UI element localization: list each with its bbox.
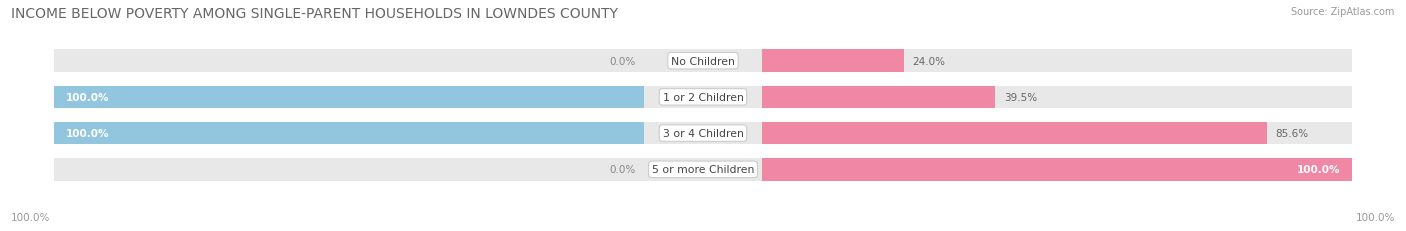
Bar: [55, 158, 703, 181]
Bar: [55, 50, 703, 73]
Text: 100.0%: 100.0%: [66, 92, 110, 103]
Text: No Children: No Children: [671, 56, 735, 66]
Text: 100.0%: 100.0%: [1296, 165, 1340, 175]
Text: 100.0%: 100.0%: [66, 128, 110, 139]
Bar: [762, 158, 1351, 181]
Text: 3 or 4 Children: 3 or 4 Children: [662, 128, 744, 139]
Text: 0.0%: 0.0%: [609, 56, 636, 66]
Bar: [55, 122, 644, 145]
Bar: [703, 50, 1351, 73]
Text: 1 or 2 Children: 1 or 2 Children: [662, 92, 744, 103]
Bar: [55, 86, 703, 109]
Bar: [703, 86, 1351, 109]
Bar: [762, 50, 904, 73]
Bar: [55, 86, 644, 109]
Bar: [703, 158, 1351, 181]
Text: 100.0%: 100.0%: [1355, 212, 1395, 222]
Text: 24.0%: 24.0%: [912, 56, 945, 66]
Bar: [703, 122, 1351, 145]
Text: INCOME BELOW POVERTY AMONG SINGLE-PARENT HOUSEHOLDS IN LOWNDES COUNTY: INCOME BELOW POVERTY AMONG SINGLE-PARENT…: [11, 7, 619, 21]
Text: 100.0%: 100.0%: [11, 212, 51, 222]
Text: 85.6%: 85.6%: [1275, 128, 1309, 139]
Text: 5 or more Children: 5 or more Children: [652, 165, 754, 175]
Bar: [55, 122, 703, 145]
Bar: [762, 86, 995, 109]
Text: 0.0%: 0.0%: [609, 165, 636, 175]
Text: 39.5%: 39.5%: [1004, 92, 1038, 103]
Bar: [762, 122, 1267, 145]
Text: Source: ZipAtlas.com: Source: ZipAtlas.com: [1291, 7, 1395, 17]
